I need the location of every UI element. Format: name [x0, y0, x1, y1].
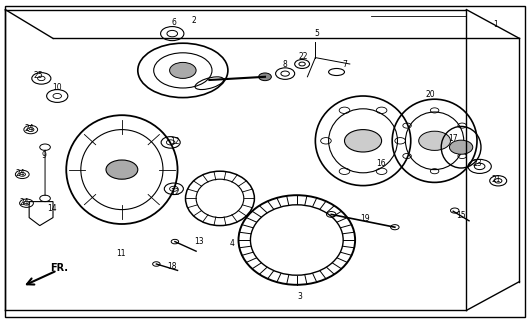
Text: 8: 8 [282, 60, 287, 68]
Text: 23: 23 [472, 159, 482, 168]
Text: 24: 24 [20, 198, 29, 207]
Text: 9: 9 [41, 151, 46, 160]
Circle shape [449, 140, 473, 154]
Text: 12: 12 [170, 137, 180, 146]
Circle shape [259, 73, 271, 81]
Text: 16: 16 [376, 159, 385, 168]
Text: 4: 4 [229, 239, 234, 248]
Text: 17: 17 [448, 134, 458, 143]
Text: FR.: FR. [50, 263, 68, 273]
Text: 5: 5 [314, 29, 320, 38]
Text: 14: 14 [47, 204, 57, 213]
Circle shape [106, 160, 138, 179]
Text: 2: 2 [191, 16, 196, 25]
Text: 21: 21 [492, 175, 501, 184]
Text: 7: 7 [342, 60, 347, 68]
Circle shape [170, 62, 196, 78]
Text: 3: 3 [297, 292, 302, 301]
Text: 24: 24 [24, 124, 34, 133]
Text: 25: 25 [33, 71, 43, 80]
Circle shape [419, 131, 450, 150]
Text: 15: 15 [456, 211, 466, 220]
Text: 22: 22 [298, 52, 308, 60]
Text: 19: 19 [360, 214, 369, 223]
Text: 20: 20 [426, 90, 435, 99]
Text: 11: 11 [116, 249, 126, 258]
Text: 6: 6 [171, 18, 176, 27]
Text: 10: 10 [52, 83, 62, 92]
Text: 1: 1 [493, 20, 498, 28]
Text: 12: 12 [170, 188, 180, 197]
Text: 24: 24 [15, 169, 25, 178]
Text: 13: 13 [194, 237, 204, 246]
Text: 18: 18 [167, 262, 177, 271]
Circle shape [344, 130, 382, 152]
